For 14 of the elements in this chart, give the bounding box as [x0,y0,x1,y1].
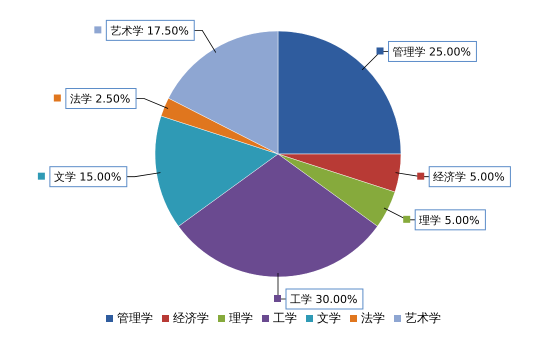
legend-label: 法学 [361,311,385,325]
category-label: 理学 5.00% [419,214,480,227]
category-label: 艺术学 17.50% [110,24,189,38]
category-label: 经济学 5.00% [433,170,505,184]
legend-label: 管理学 [117,311,153,325]
legend-label: 经济学 [173,311,209,325]
legend-label: 艺术学 [405,311,441,325]
category-label: 工学 30.00% [290,293,358,306]
legend-label: 文学 [317,311,341,325]
legend-label: 工学 [273,311,297,325]
category-label: 文学 15.00% [54,170,122,184]
category-label: 法学 2.50% [70,92,130,106]
category-label: 管理学 25.00% [392,45,471,58]
legend-label: 理学 [229,311,253,325]
